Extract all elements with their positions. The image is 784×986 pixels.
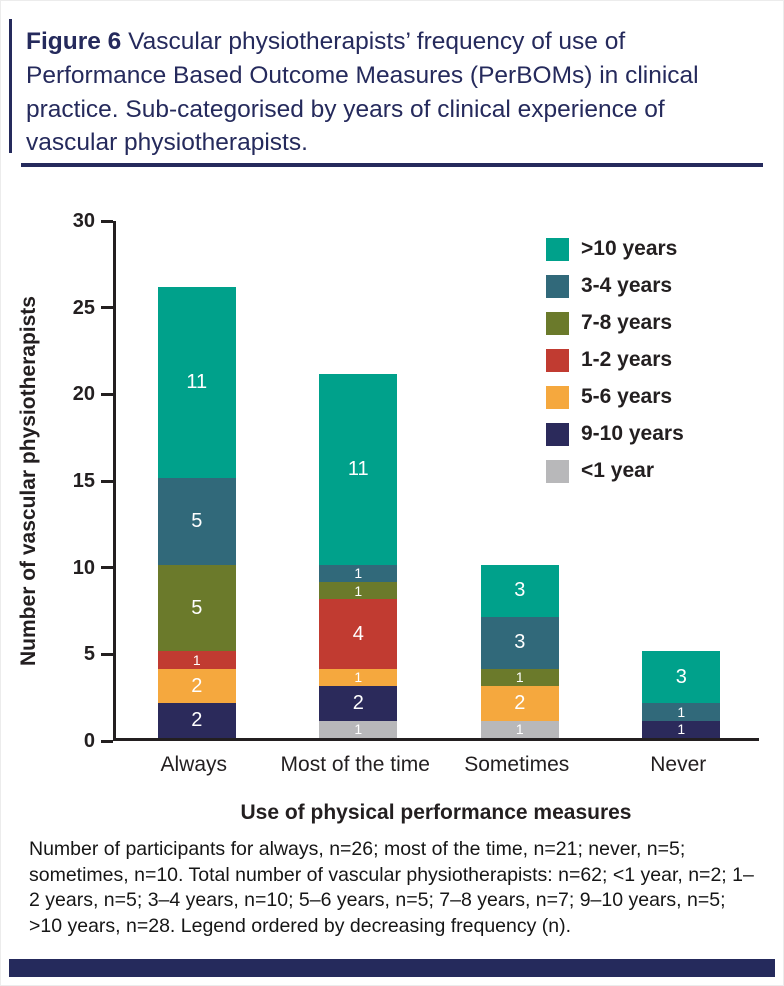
footer-bar: [9, 959, 775, 977]
legend: >10 years 3-4 years 7-8 years 1-2 years 5-6 …: [546, 237, 684, 496]
legend-swatch: [546, 237, 569, 261]
legend-label: >10 years: [581, 237, 678, 260]
legend-swatch: [546, 348, 569, 372]
x-axis-title: Use of physical performance measures: [240, 801, 632, 824]
figure-caption: Number of participants for always, n=26;…: [29, 838, 754, 938]
x-tick-label: Never: [650, 753, 707, 776]
plot-area: 2 2 1 5 5 11 1 2 1 4 1 1 11 1 2 1 3 3 1 1 3: [113, 221, 759, 741]
chart: Number of vascular physiotherapists 0 5 10…: [1, 201, 784, 841]
bar-segment: 5: [157, 564, 236, 652]
y-tick-mark: [101, 392, 113, 396]
legend-label: 3-4 years: [581, 274, 673, 297]
legend-label: 7-8 years: [581, 311, 673, 334]
bar-segment: 1: [642, 703, 721, 721]
y-tick-mark: [101, 306, 113, 310]
legend-label: 1-2 years: [581, 348, 673, 371]
legend-swatch: [546, 311, 569, 335]
bar-segment: 3: [642, 651, 721, 704]
x-tick-label: Most of the time: [280, 753, 430, 776]
figure-number-label: Figure 6: [26, 28, 122, 55]
bar-segment: 3: [480, 616, 559, 669]
bar-segment: 2: [157, 703, 236, 738]
y-axis-tickmarks: [101, 219, 113, 743]
bar-segment: 1: [319, 582, 398, 600]
figure-title: Figure 6 Vascular physiotherapists’ freq…: [26, 25, 761, 160]
legend-item: 7-8 years: [546, 311, 684, 335]
y-axis-labels: 0 5 10 15 20 25 30: [1, 210, 95, 752]
x-axis-labels: Always Most of the time Sometimes Never: [113, 753, 759, 783]
y-tick-label: 30: [72, 210, 95, 232]
legend-item: 3-4 years: [546, 274, 684, 298]
y-tick-label: 20: [72, 383, 95, 406]
bar-segment: 1: [319, 564, 398, 582]
bar-segment: 1: [319, 668, 398, 686]
bar-segment: 4: [319, 599, 398, 669]
legend-label: 5-6 years: [581, 385, 673, 408]
y-tick-label: 25: [72, 296, 95, 319]
legend-label: 9-10 years: [581, 422, 684, 445]
bar-segment: 1: [642, 720, 721, 738]
x-tick-label: Always: [160, 753, 228, 776]
bar-segment: 1: [480, 668, 559, 686]
legend-swatch: [546, 274, 569, 298]
legend-item: 1-2 years: [546, 348, 684, 372]
title-divider-rule: [21, 163, 763, 167]
bar-segment: 11: [157, 287, 236, 478]
bar-segment: 2: [157, 668, 236, 704]
bar-segment: 1: [319, 720, 398, 738]
bar-segment: 2: [319, 686, 398, 721]
y-tick-mark: [101, 566, 113, 570]
legend-swatch: [546, 422, 569, 446]
y-tick-mark: [101, 739, 113, 743]
x-tick-label: Sometimes: [464, 753, 570, 776]
y-tick-label: 15: [72, 470, 95, 492]
legend-swatch: [546, 459, 569, 483]
left-accent-bar: [9, 19, 12, 153]
y-tick-mark: [101, 479, 113, 483]
figure-title-text: Vascular physiotherapists’ frequency of …: [26, 28, 699, 157]
bar-segment: 11: [319, 374, 398, 565]
y-tick-mark: [101, 219, 113, 223]
y-tick-label: 0: [83, 730, 95, 752]
legend-item: >10 years: [546, 237, 684, 261]
bar-segment: 3: [480, 564, 559, 617]
legend-swatch: [546, 385, 569, 409]
bar-segment: 1: [480, 720, 559, 738]
bar-segment: 5: [157, 478, 236, 565]
y-tick-label: 10: [72, 556, 95, 579]
legend-item: 5-6 years: [546, 385, 684, 409]
bar-segment: 1: [157, 651, 236, 669]
y-tick-mark: [101, 652, 113, 656]
legend-item: 9-10 years: [546, 422, 684, 446]
legend-label: <1 year: [581, 459, 654, 482]
bar-segment: 2: [480, 686, 559, 721]
legend-item: <1 year: [546, 459, 684, 483]
y-tick-label: 5: [83, 643, 95, 666]
